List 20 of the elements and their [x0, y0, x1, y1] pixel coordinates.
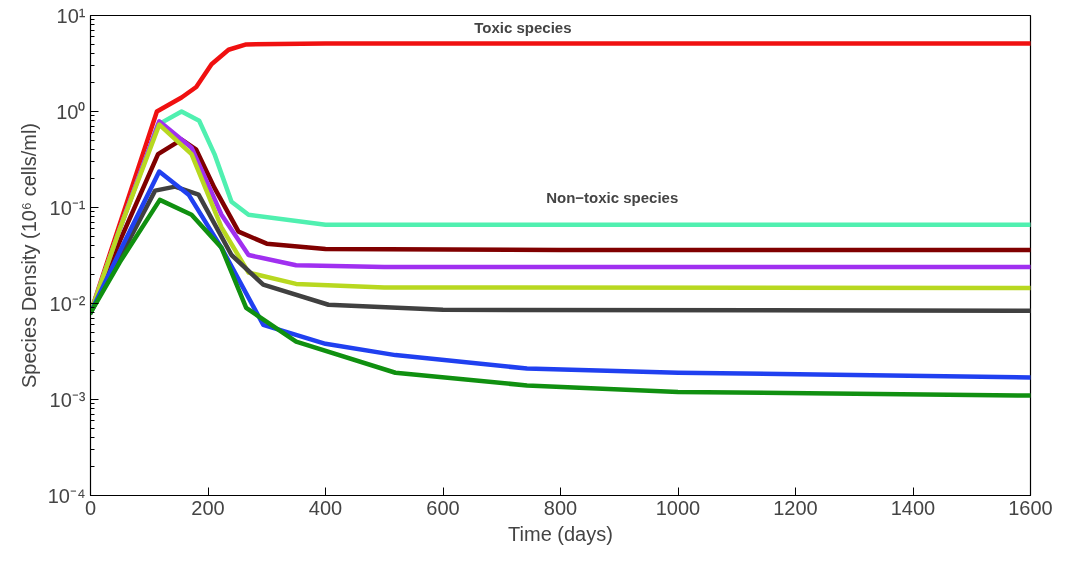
x-tick-label: 1600 — [1008, 496, 1053, 519]
x-tick-label: 400 — [308, 496, 343, 519]
x-tick-label: 1200 — [773, 496, 818, 519]
y-tick-label: 10⁻¹ — [49, 196, 86, 219]
x-axis-title: Time (days) — [508, 522, 613, 545]
x-tick-label: 600 — [426, 496, 460, 519]
x-tick-label: 200 — [191, 496, 225, 519]
line-series — [90, 169, 1031, 380]
x-tick-label: 1400 — [890, 496, 936, 519]
y-tick-label: 10¹ — [56, 4, 86, 27]
y-tick-label: 10⁰ — [56, 100, 86, 123]
x-tick-label: 1000 — [655, 496, 701, 519]
y-tick-label: 10⁻³ — [49, 388, 86, 411]
x-tick-label: 800 — [543, 496, 578, 519]
x-tick-label: 0 — [84, 496, 97, 519]
annotation: Non−toxic species — [546, 189, 679, 207]
y-tick-label: 10⁻⁴ — [47, 484, 86, 507]
annotation: Toxic species — [474, 19, 572, 36]
y-axis-title: Species Density (10⁶ cells/ml) — [17, 123, 40, 388]
y-tick-label: 10⁻² — [49, 292, 86, 315]
